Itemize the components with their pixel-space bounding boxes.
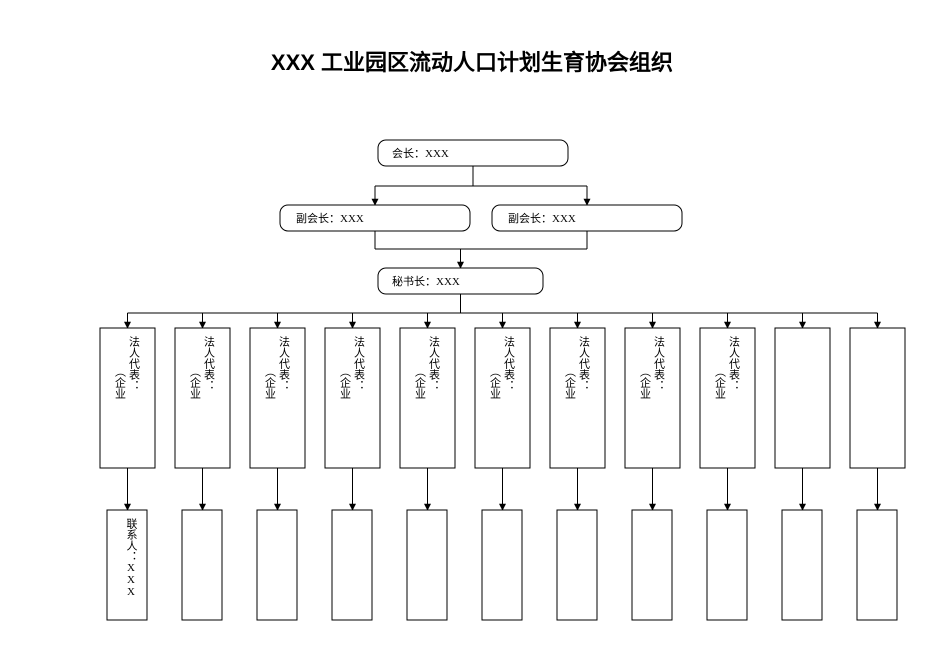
legal-enterprise-label-3: （企业 (339, 366, 352, 399)
legal-enterprise-label-0: （企业 (114, 366, 127, 399)
legal-rep-label-4: 法人代表： (428, 335, 441, 391)
legal-enterprise-label-6: （企业 (564, 366, 577, 399)
contact-box-10 (857, 510, 897, 620)
legal-rep-label-5: 法人代表： (503, 335, 516, 391)
contact-box-8 (707, 510, 747, 620)
legal-enterprise-label-2: （企业 (264, 366, 277, 399)
contact-box-5 (482, 510, 522, 620)
secretary-label: 秘书长：XXX (392, 274, 460, 288)
page-title: XXX 工业园区流动人口计划生育协会组织 (271, 50, 673, 75)
org-chart: XXX 工业园区流动人口计划生育协会组织会长：XXX 副会长：XXX 副会长：XXX… (0, 0, 945, 669)
legal-enterprise-label-4: （企业 (414, 366, 427, 399)
contact-box-1 (182, 510, 222, 620)
contact-box-7 (632, 510, 672, 620)
contact-box-9 (782, 510, 822, 620)
legal-rep-label-0: 法人代表： (128, 335, 141, 391)
president-label: 会长：XXX (392, 147, 449, 160)
legal-box-10 (850, 328, 905, 468)
legal-enterprise-label-1: （企业 (189, 366, 202, 399)
legal-enterprise-label-7: （企业 (639, 366, 652, 399)
vp-label-1: 副会长：XXX (508, 212, 576, 225)
legal-rep-label-3: 法人代表： (353, 335, 366, 391)
contact-box-4 (407, 510, 447, 620)
legal-enterprise-label-8: （企业 (714, 366, 727, 399)
contact-box-3 (332, 510, 372, 620)
legal-rep-label-6: 法人代表： (578, 335, 591, 391)
legal-rep-label-2: 法人代表： (278, 335, 291, 391)
contact-box-6 (557, 510, 597, 620)
vp-label-0: 副会长：XXX (296, 212, 364, 225)
contact-label-0: 联系人：XXX (125, 518, 138, 598)
legal-rep-label-7: 法人代表： (653, 335, 666, 391)
legal-enterprise-label-5: （企业 (489, 366, 502, 399)
contact-box-2 (257, 510, 297, 620)
legal-rep-label-1: 法人代表： (203, 335, 216, 391)
legal-rep-label-8: 法人代表： (728, 335, 741, 391)
legal-box-9 (775, 328, 830, 468)
